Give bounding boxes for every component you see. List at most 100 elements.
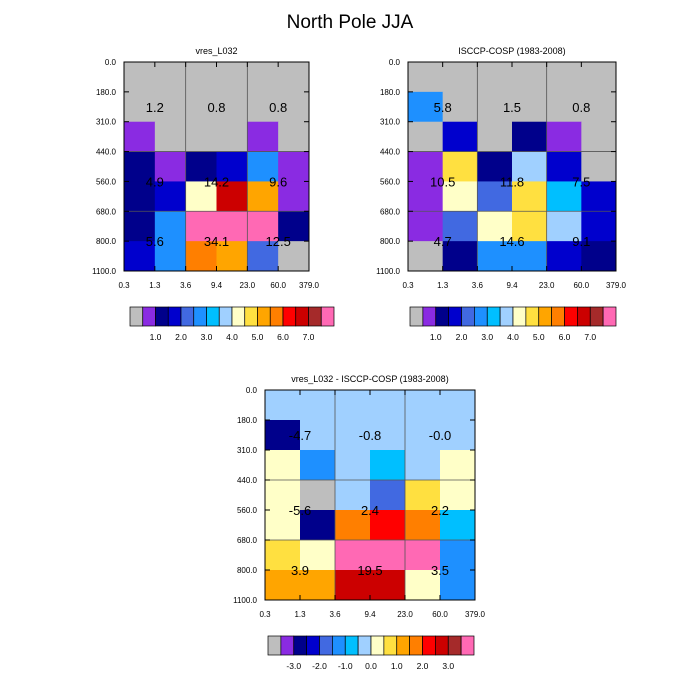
legend-label: 2.0 <box>456 332 468 342</box>
x-tick-label: 0.3 <box>402 281 414 290</box>
heatmap-cell <box>512 241 548 272</box>
cell-annotation: 3.5 <box>431 563 449 578</box>
cell-annotation: 4.9 <box>146 174 164 189</box>
legend-swatch <box>257 306 271 327</box>
heatmap-cell <box>265 390 301 421</box>
legend-swatch <box>332 635 346 656</box>
heatmap-cell <box>185 211 217 242</box>
legend-swatch <box>267 635 282 656</box>
heatmap-cell <box>408 181 444 212</box>
legend-swatch <box>461 306 475 327</box>
y-tick-label: 680.0 <box>96 207 117 216</box>
heatmap-cell <box>546 241 582 272</box>
cell-annotation: -0.8 <box>359 428 381 443</box>
y-tick-label: 440.0 <box>380 148 401 157</box>
heatmap-cell <box>154 211 187 242</box>
legend-label: 1.0 <box>150 332 162 342</box>
legend-swatch <box>282 306 297 327</box>
legend-label: 3.0 <box>442 661 454 671</box>
x-tick-label: 23.0 <box>397 610 413 619</box>
heatmap-cell <box>405 480 441 511</box>
heatmap-cell <box>300 420 336 451</box>
heatmap-cell <box>247 151 279 182</box>
cell-annotation: -0.0 <box>429 428 451 443</box>
legend-label: 1.0 <box>430 332 442 342</box>
heatmap-cell <box>124 62 156 93</box>
heatmap-cell <box>300 450 336 481</box>
heatmap-cell <box>300 540 336 571</box>
legend-swatch <box>344 635 359 656</box>
heatmap-cell <box>512 211 548 242</box>
heatmap-cell <box>546 62 582 93</box>
heatmap-cell <box>370 450 406 481</box>
heatmap-cell <box>278 121 310 153</box>
y-tick-label: 680.0 <box>380 207 401 216</box>
heatmap-cell <box>300 570 336 601</box>
y-tick-label: 180.0 <box>96 88 117 97</box>
x-tick-label: 0.3 <box>259 610 271 619</box>
heatmap-cell <box>581 181 617 212</box>
cell-annotation: 14.6 <box>499 234 524 249</box>
legend-label: 4.0 <box>507 332 519 342</box>
heatmap-cell <box>477 241 513 272</box>
legend-swatch <box>551 306 565 327</box>
legend-swatch <box>319 635 333 656</box>
cell-annotation: 5.6 <box>146 234 164 249</box>
y-tick-label: 440.0 <box>237 476 258 485</box>
heatmap-cell <box>216 241 248 272</box>
heatmap-cell <box>477 62 513 93</box>
y-tick-label: 560.0 <box>96 177 117 186</box>
legend-swatch <box>295 306 309 327</box>
heatmap-cell <box>440 450 476 481</box>
heatmap-cell <box>512 91 548 123</box>
panel-title: vres_L032 - ISCCP-COSP (1983-2008) <box>291 374 448 384</box>
legend-swatch <box>538 306 552 327</box>
cell-annotation: 34.1 <box>204 234 229 249</box>
y-tick-label: 560.0 <box>380 177 401 186</box>
heatmap-cell <box>370 540 406 571</box>
panel-title: ISCCP-COSP (1983-2008) <box>458 46 565 56</box>
legend-swatch <box>206 306 220 327</box>
cell-annotation: 11.8 <box>500 174 524 189</box>
heatmap-cell <box>154 62 187 93</box>
heatmap-cell <box>265 570 301 601</box>
legend-label: 4.0 <box>226 332 238 342</box>
x-tick-label: 379.0 <box>299 281 320 290</box>
cell-annotation: 1.5 <box>503 100 521 115</box>
heatmap-cell <box>154 91 187 123</box>
heatmap-cell <box>154 241 187 272</box>
legend-swatch <box>435 306 449 327</box>
heatmap-cell <box>185 151 217 182</box>
heatmap-cell <box>581 151 617 182</box>
legend-swatch <box>512 306 527 327</box>
legend-swatch <box>193 306 207 327</box>
heatmap-cell <box>185 62 217 93</box>
x-tick-label: 60.0 <box>574 281 590 290</box>
cell-annotation: 2.2 <box>431 503 449 518</box>
heatmap-cell <box>247 241 279 272</box>
heatmap-cell <box>247 62 279 93</box>
heatmap-cell <box>581 62 617 93</box>
heatmap-cell <box>440 390 476 421</box>
heatmap-cell <box>216 62 248 93</box>
heatmap-cell <box>124 241 156 272</box>
legend-swatch <box>602 306 617 327</box>
heatmap-cell <box>546 181 582 212</box>
heatmap-cell <box>216 91 248 123</box>
y-tick-label: 180.0 <box>380 88 401 97</box>
legend-swatch <box>577 306 591 327</box>
legend-swatch <box>447 635 462 656</box>
heatmap-cell <box>405 390 441 421</box>
cell-annotation: 14.2 <box>204 174 229 189</box>
heatmap-cell <box>335 540 371 571</box>
heatmap-cell <box>440 510 476 541</box>
legend-label: 7.0 <box>303 332 315 342</box>
legend-swatch <box>167 306 182 327</box>
heatmap-cell <box>247 91 279 123</box>
heatmap-cell <box>247 121 279 153</box>
heatmap-cell <box>370 570 406 601</box>
heatmap-cell <box>581 241 617 272</box>
x-tick-label: 0.3 <box>118 281 130 290</box>
legend-label: -3.0 <box>286 661 301 671</box>
